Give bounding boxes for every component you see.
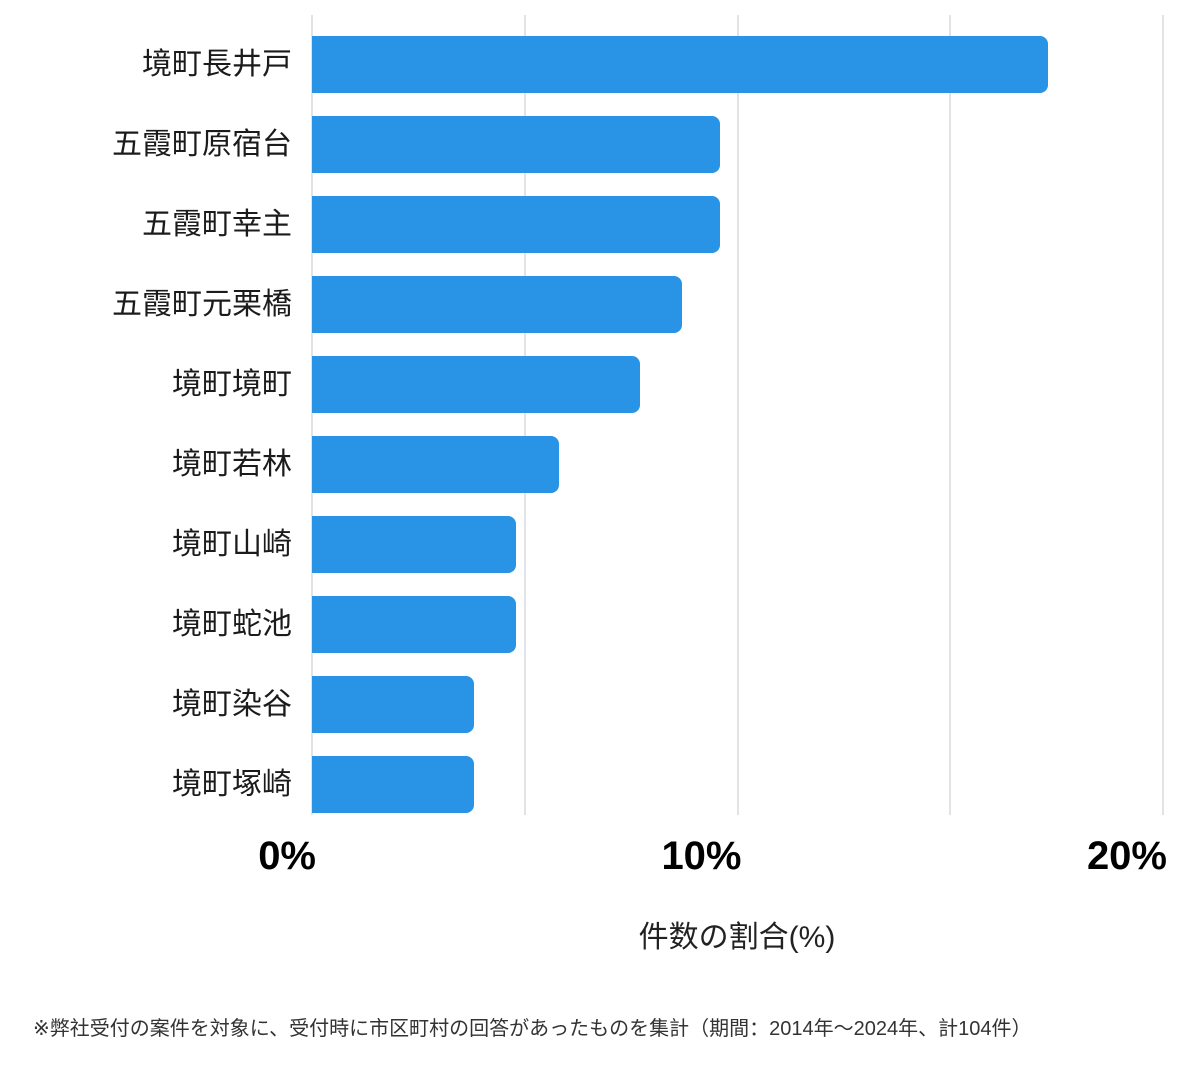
category-label: 境町染谷 (172, 688, 292, 721)
category-label: 境町若林 (172, 448, 292, 481)
plot-area (311, 15, 1200, 815)
bar (312, 596, 517, 653)
bar (312, 36, 1049, 93)
bar (312, 436, 559, 493)
category-label: 境町塚崎 (172, 768, 292, 801)
category-label: 五霞町幸主 (142, 208, 292, 241)
gridline-10pct (736, 15, 739, 815)
category-label: 五霞町元栗橋 (112, 288, 292, 321)
bar (312, 276, 683, 333)
bar (312, 116, 721, 173)
category-label: 境町蛇池 (172, 608, 292, 641)
footnote: ※弊社受付の案件を対象に、受付時に市区町村の回答があったものを集計（期間：201… (33, 1018, 1032, 1040)
bar (312, 756, 474, 813)
bar (312, 516, 517, 573)
x-tick-label: 20% (1086, 834, 1167, 878)
x-axis-title: 件数の割合(%) (638, 921, 836, 954)
category-label: 五霞町原宿台 (112, 128, 292, 161)
x-tick-label: 0% (258, 834, 316, 878)
gridline-15pct (949, 15, 952, 815)
gridline-5pct (523, 15, 526, 815)
gridline-20pct (1162, 15, 1164, 815)
category-label: 境町山崎 (172, 528, 292, 561)
gridline-0pct (311, 15, 313, 815)
category-label: 境町境町 (172, 368, 292, 401)
category-label: 境町長井戸 (142, 48, 292, 81)
bar (312, 676, 474, 733)
x-tick-label: 10% (661, 834, 742, 878)
bar (312, 356, 640, 413)
bar (312, 196, 721, 253)
